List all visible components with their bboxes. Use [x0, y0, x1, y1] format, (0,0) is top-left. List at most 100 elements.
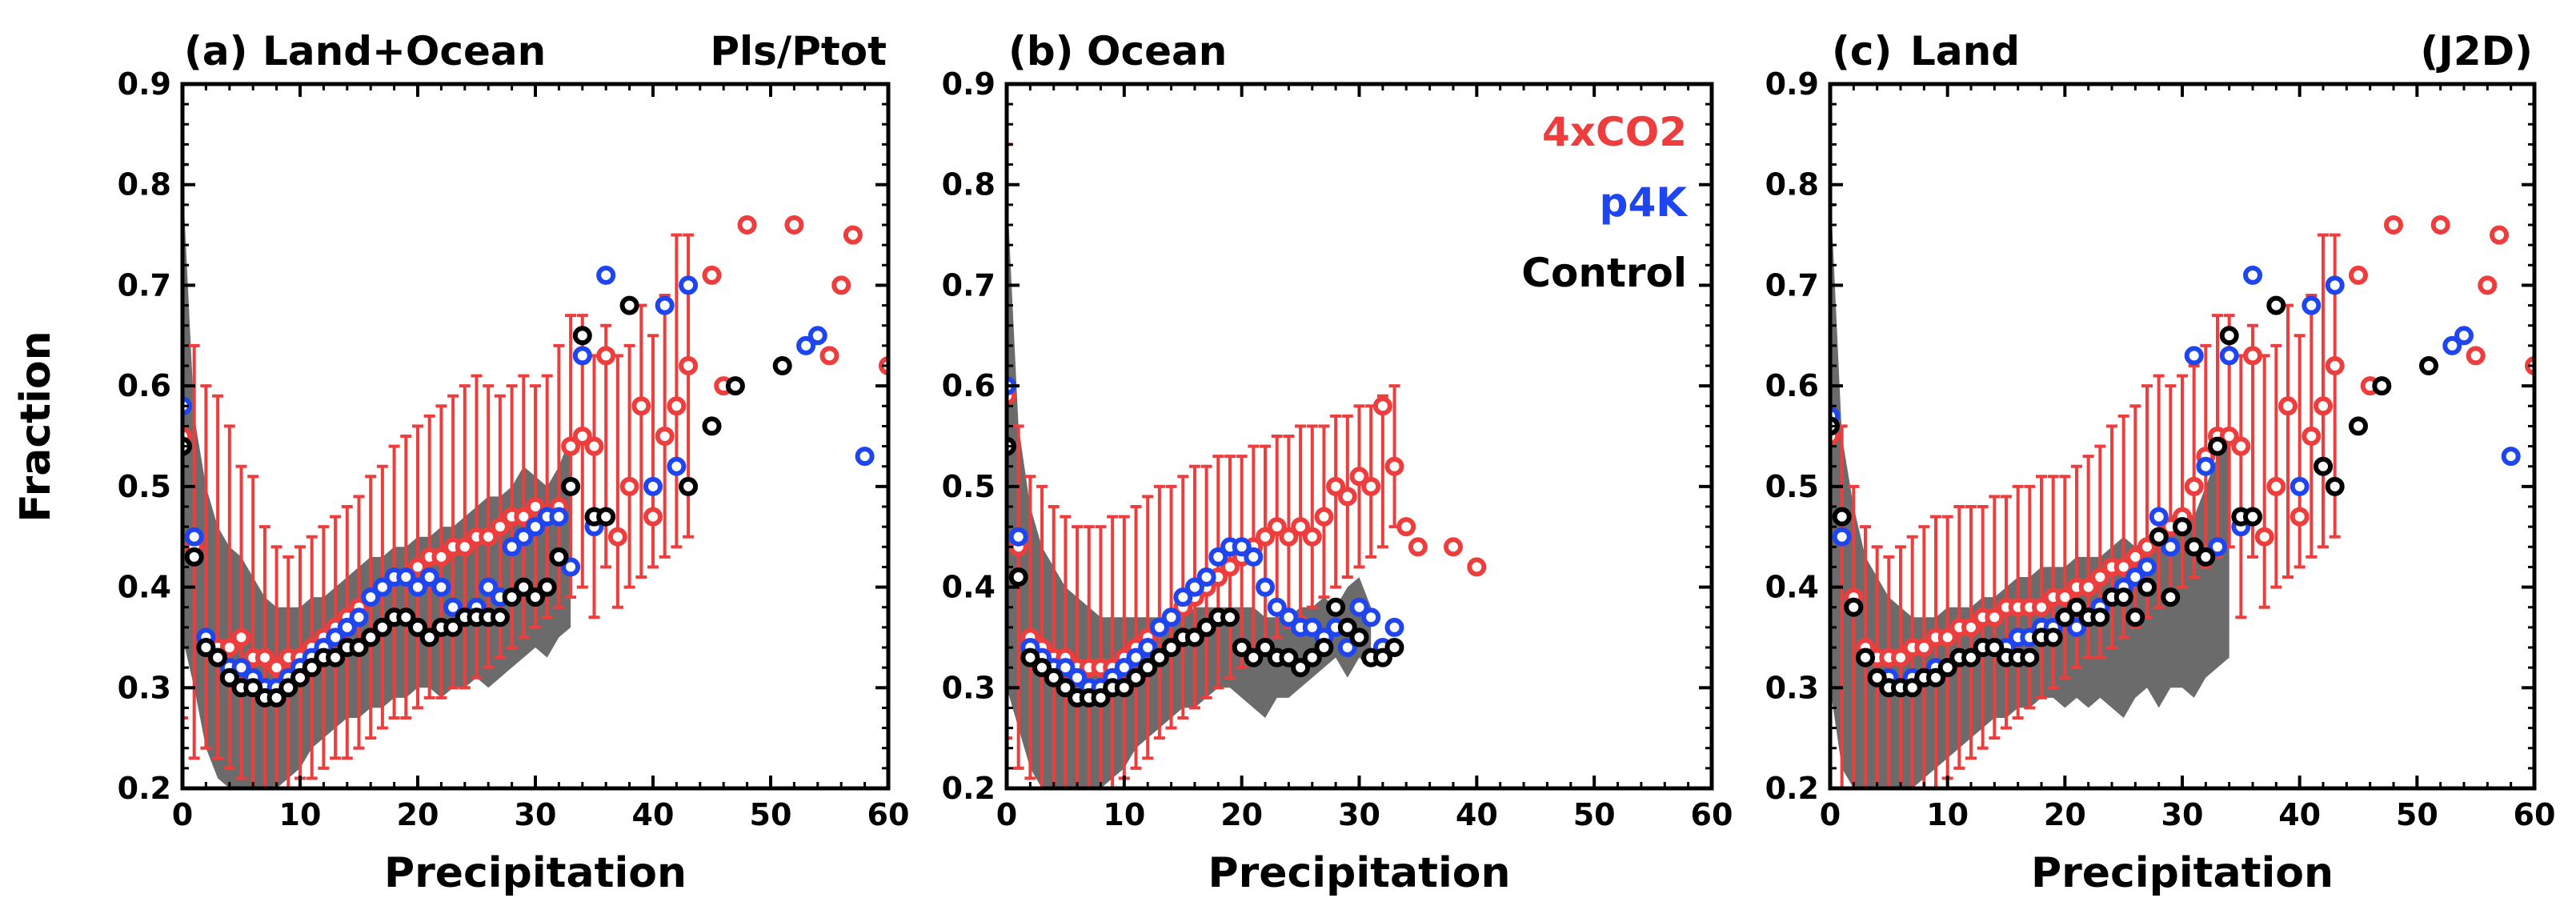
data-point — [302, 658, 322, 678]
data-point — [1926, 667, 1945, 688]
data-point — [1091, 688, 1111, 708]
error-bar — [1072, 525, 1084, 788]
data-point — [655, 427, 675, 446]
series-control — [1830, 295, 2438, 698]
legend-control: Control — [1521, 250, 1687, 296]
y-tick-label: 0.7 — [118, 267, 171, 303]
data-point — [2290, 507, 2310, 527]
y-tick-label: 0.9 — [1765, 66, 1819, 102]
data-point — [526, 497, 545, 516]
legend-4xco2: 4xCO2 — [1542, 109, 1687, 155]
data-point — [1279, 527, 1299, 547]
data-point — [1138, 638, 1158, 657]
data-point — [2173, 517, 2192, 537]
error-bar — [2318, 233, 2329, 549]
error-bar — [1083, 525, 1095, 788]
data-point — [1184, 577, 1204, 597]
error-bar — [623, 343, 635, 589]
data-point — [1467, 557, 1487, 577]
error-bar — [247, 475, 259, 788]
y-tick-label: 0.5 — [118, 469, 171, 504]
data-point — [1044, 667, 1064, 688]
data-point — [1161, 607, 1181, 627]
data-point — [443, 617, 463, 637]
spread-shading — [1007, 184, 1372, 788]
data-point — [2349, 416, 2368, 436]
data-point — [1244, 547, 1264, 567]
data-point — [1867, 667, 1887, 688]
data-point — [2478, 275, 2498, 295]
data-point — [1149, 617, 1169, 637]
data-point — [2055, 587, 2075, 607]
data-point — [572, 326, 592, 346]
data-point — [1244, 647, 1264, 667]
error-bar — [2036, 475, 2047, 700]
data-point — [831, 275, 851, 295]
data-point — [408, 577, 427, 597]
data-point — [1985, 607, 2005, 627]
y-tick-label: 0.8 — [1765, 167, 1819, 202]
data-point — [2125, 547, 2145, 567]
data-point — [2208, 436, 2227, 456]
data-point — [502, 587, 522, 607]
data-point — [1361, 476, 1381, 496]
data-point — [1126, 647, 1146, 667]
data-point — [526, 587, 545, 607]
data-point — [784, 215, 804, 235]
data-point — [2325, 356, 2345, 375]
data-point — [408, 617, 427, 637]
data-point — [361, 627, 381, 647]
data-point — [1856, 647, 1875, 667]
y-tick-label: 0.4 — [1765, 570, 1819, 605]
data-point — [1337, 638, 1357, 657]
data-point — [1220, 607, 1240, 627]
error-bar — [2235, 354, 2247, 619]
data-point — [772, 356, 792, 375]
data-point — [561, 476, 581, 496]
data-point — [2219, 346, 2239, 366]
error-bar — [2282, 303, 2294, 579]
data-point — [1961, 647, 1981, 667]
data-point — [361, 587, 381, 607]
error-bar — [1165, 484, 1177, 730]
series-control — [1007, 436, 1404, 708]
error-bar — [2306, 294, 2318, 559]
data-point — [1196, 567, 1216, 587]
data-point — [1384, 456, 1404, 476]
data-point — [2325, 275, 2345, 295]
data-point — [572, 427, 592, 446]
data-point — [479, 577, 499, 597]
data-point — [349, 607, 369, 627]
data-point — [619, 476, 639, 496]
data-point — [679, 356, 699, 375]
data-point — [455, 537, 475, 557]
data-point — [643, 476, 663, 496]
data-point — [2161, 587, 2181, 607]
error-bar — [635, 303, 647, 579]
panel-annotation: Pls/Ptot — [710, 28, 887, 74]
data-point — [1832, 507, 1852, 527]
data-point — [2243, 346, 2262, 366]
data-point — [1256, 577, 1275, 597]
y-tick-label: 0.3 — [1765, 670, 1819, 705]
y-tick-label: 0.6 — [942, 368, 996, 403]
data-point — [266, 658, 286, 678]
panel-title: Land — [1910, 28, 2020, 74]
data-point — [596, 346, 616, 366]
data-point — [1832, 527, 1852, 547]
data-point — [1279, 607, 1299, 627]
error-bar — [1977, 505, 1989, 750]
data-point — [2466, 346, 2486, 366]
error-bar — [1930, 515, 1941, 788]
error-bar — [1012, 424, 1024, 770]
data-point — [2384, 215, 2403, 235]
data-point — [1256, 638, 1275, 657]
data-point — [349, 638, 369, 657]
data-point — [2067, 617, 2086, 637]
error-bar — [1330, 414, 1342, 589]
data-point — [1149, 647, 1169, 667]
y-tick-label: 0.4 — [942, 570, 996, 605]
data-point — [1126, 667, 1146, 688]
spread-shading — [182, 174, 571, 788]
panel-a: 0 10 20 30 40 50 60 0.2 0.3 0.4 0.5 0.6 0.7 0.8 0.9 (a)… — [118, 28, 910, 897]
